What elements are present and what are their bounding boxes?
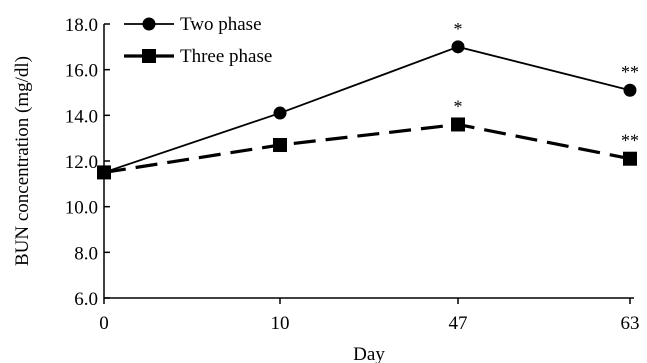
significance-marker: ** bbox=[621, 62, 639, 82]
y-tick-label: 18.0 bbox=[65, 15, 98, 36]
y-tick-label: 16.0 bbox=[65, 61, 98, 82]
series-layer: ****** bbox=[97, 19, 639, 180]
legend-marker-circle bbox=[142, 17, 156, 31]
significance-marker: ** bbox=[621, 131, 639, 151]
y-ticks: 6.0 8.0 10.0 12.0 14.0 16.0 18.0 bbox=[65, 15, 110, 310]
series-line-two-phase bbox=[103, 45, 631, 174]
x-ticks: 0 10 47 63 bbox=[99, 298, 640, 334]
x-tick-label: 63 bbox=[621, 313, 640, 334]
x-tick-label: 47 bbox=[449, 313, 468, 334]
legend-label: Two phase bbox=[180, 14, 262, 35]
y-tick-label: 14.0 bbox=[65, 106, 98, 127]
y-tick-label: 8.0 bbox=[74, 243, 98, 264]
y-tick-label: 10.0 bbox=[65, 198, 98, 219]
y-axis-title: BUN concentration (mg/dl) bbox=[12, 56, 33, 266]
data-point-square bbox=[273, 138, 287, 153]
legend-marker-square bbox=[142, 49, 156, 63]
data-point-circle bbox=[273, 106, 287, 120]
data-point-square bbox=[97, 165, 111, 180]
legend: Two phase Three phase bbox=[124, 14, 272, 67]
y-tick-label: 12.0 bbox=[65, 152, 98, 173]
x-tick-label: 0 bbox=[99, 313, 109, 334]
series-line-three-phase bbox=[103, 122, 631, 174]
data-point-circle bbox=[451, 40, 465, 54]
legend-label: Three phase bbox=[180, 46, 272, 67]
y-tick-label: 6.0 bbox=[74, 289, 98, 310]
significance-marker: * bbox=[454, 19, 463, 39]
x-tick-label: 10 bbox=[271, 313, 290, 334]
x-axis-title: Day bbox=[353, 344, 385, 363]
data-point-square bbox=[451, 117, 465, 132]
data-point-square bbox=[623, 151, 637, 166]
data-point-circle bbox=[623, 83, 637, 97]
significance-marker: * bbox=[454, 96, 463, 116]
